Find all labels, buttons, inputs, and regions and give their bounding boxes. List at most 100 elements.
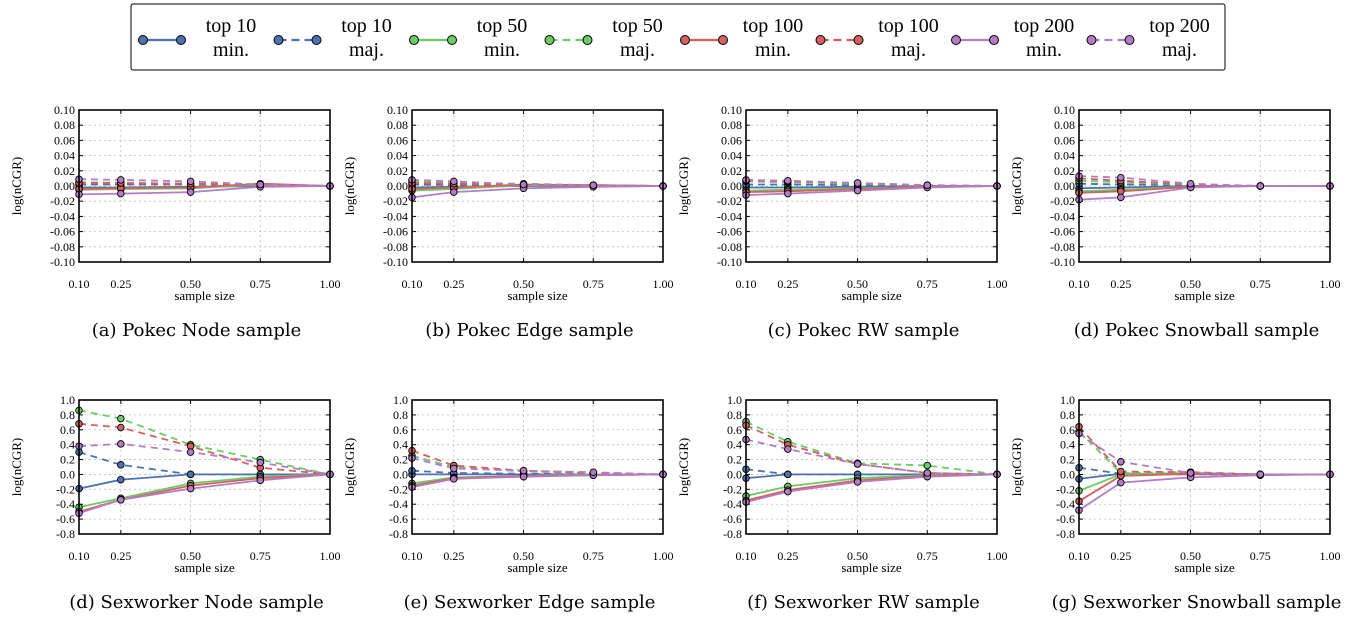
xtick-label: 0.25	[110, 549, 131, 563]
series-line	[1078, 426, 1330, 476]
ytick-label: 0.8	[727, 408, 742, 422]
xtick-label: 0.75	[583, 549, 604, 563]
data-point	[1117, 467, 1125, 476]
panel-caption: (d) Pokec Snowball sample	[1074, 320, 1320, 341]
data-point	[450, 475, 458, 483]
plot-area	[746, 400, 997, 534]
plot-frame	[745, 399, 998, 535]
data-point	[450, 464, 458, 473]
ytick-label: 0.4	[727, 438, 742, 452]
data-point	[186, 177, 195, 186]
data-point	[923, 181, 932, 189]
xtick-label: 0.50	[180, 549, 201, 563]
panel-caption: (d) Sexworker Node sample	[69, 592, 324, 613]
legend-marker	[1124, 35, 1135, 45]
xtick-label: 0.25	[110, 277, 131, 291]
data-point	[784, 470, 792, 479]
chart-panel: -0.10-0.08-0.06 -0.04-0.020.000.020.04 0.0…	[342, 103, 674, 341]
data-point	[1117, 193, 1125, 202]
legend-marker	[951, 35, 961, 45]
ytick-label: -0.6	[723, 512, 742, 526]
ytick-label: 0.6	[727, 423, 742, 437]
xtick-label: 0.75	[1250, 549, 1271, 563]
data-point	[450, 177, 458, 186]
xtick-label: 1.00	[987, 549, 1008, 563]
ytick-label: -0.10	[383, 255, 408, 269]
ytick-label: 0.02	[387, 164, 408, 178]
chart-panel: -0.10-0.08-0.06 -0.04-0.020.000.020.04 0.0…	[676, 103, 1008, 341]
series-line	[745, 420, 998, 476]
ytick-label: -0.6	[56, 512, 75, 526]
ytick-label: -0.02	[1050, 194, 1075, 208]
legend-marker	[273, 35, 284, 45]
xtick-label: 0.50	[847, 277, 868, 291]
ytick-label: -0.2	[389, 482, 408, 496]
plot-frame	[1078, 399, 1331, 535]
ytick-label: 1.0	[727, 393, 742, 407]
legend-label: min.	[755, 39, 791, 61]
ytick-label: 0.8	[393, 408, 408, 422]
ytick-label: 0.04	[1054, 149, 1075, 163]
data-point	[117, 176, 125, 184]
data-point	[1117, 478, 1125, 487]
legend-marker	[680, 35, 690, 45]
legend-marker	[1086, 35, 1097, 45]
ytick-label: -0.6	[389, 512, 408, 526]
data-point	[450, 188, 458, 196]
data-point	[784, 445, 792, 453]
ytick-label: 0.04	[387, 149, 408, 163]
ytick-label: 0.0	[727, 467, 742, 481]
data-point	[784, 176, 792, 185]
data-point	[784, 487, 792, 496]
xtick-label: 0.25	[777, 277, 798, 291]
ytick-label: -0.02	[383, 194, 408, 208]
legend-marker	[176, 35, 186, 45]
data-point	[117, 423, 125, 432]
legend-marker	[447, 35, 457, 45]
legend-marker	[853, 35, 864, 45]
xtick-label: 0.10	[402, 549, 423, 563]
ytick-label: 0.08	[54, 118, 75, 132]
legend-label: top 100	[878, 15, 939, 37]
xtick-label: 0.75	[250, 277, 271, 291]
data-point	[853, 179, 862, 187]
chart-panel: -0.8-0.6-0.4-0.20.00.20.40.60.81.0 0.10 0.…	[1009, 393, 1341, 613]
legend-marker	[311, 35, 322, 45]
ytick-label: 0.8	[1060, 408, 1075, 422]
legend-frame	[130, 3, 1226, 71]
ytick-label: 0.08	[1054, 118, 1075, 132]
data-point	[1117, 458, 1125, 466]
xtick-label: 1.00	[987, 277, 1008, 291]
ytick-label: 0.06	[387, 133, 408, 147]
data-point	[1186, 179, 1195, 188]
ytick-label: 0.10	[721, 103, 742, 117]
legend-label: min.	[213, 39, 249, 61]
legend-label: maj.	[620, 39, 655, 61]
ytick-label: 0.8	[60, 408, 75, 422]
data-point	[256, 458, 265, 467]
ytick-label: 0.2	[1060, 453, 1075, 467]
data-point	[186, 484, 195, 493]
ytick-label: -0.8	[389, 527, 408, 541]
ytick-label: -0.08	[383, 240, 408, 254]
ytick-label: -0.8	[723, 527, 742, 541]
ytick-label: 0.06	[721, 133, 742, 147]
ytick-label: 0.02	[54, 164, 75, 178]
legend-label: top 10	[341, 15, 392, 37]
legend-marker	[544, 35, 555, 45]
legend-label: maj.	[1162, 39, 1197, 61]
legend-label: min.	[484, 39, 520, 61]
y-axis-label: log(nCGR)	[342, 157, 357, 216]
ytick-label: -0.4	[56, 497, 75, 511]
ytick-label: 0.2	[727, 453, 742, 467]
panel-caption: (g) Sexworker Snowball sample	[1052, 592, 1342, 613]
ytick-label: -0.06	[50, 225, 75, 239]
data-point	[853, 478, 862, 486]
y-axis-label: log(nCGR)	[1009, 157, 1024, 216]
xtick-label: 0.50	[513, 277, 534, 291]
